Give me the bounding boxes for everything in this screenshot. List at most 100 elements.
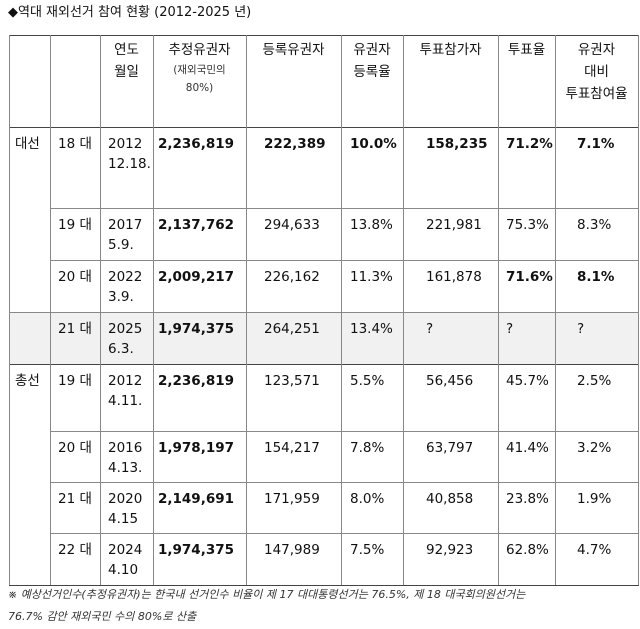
cell-day: 4.15: [108, 511, 139, 527]
cell-term: 21 대: [58, 491, 92, 507]
column-border: [498, 35, 499, 585]
cell-reg-rate: 13.4%: [350, 321, 393, 337]
cell-estimated: 1,978,197: [158, 440, 235, 456]
cell-ratio: 4.7%: [577, 542, 612, 558]
cell-registered: 171,959: [264, 491, 320, 507]
cell-term: 18 대: [58, 136, 92, 152]
column-border: [50, 35, 51, 585]
cell-day: 4.13.: [108, 460, 143, 476]
group-label-presidential: 대선: [15, 136, 40, 152]
cell-voters: 92,923: [426, 542, 474, 558]
column-border: [638, 35, 639, 585]
cell-ratio: 2.5%: [577, 373, 612, 389]
cell-voters: 63,797: [426, 440, 474, 456]
cell-year: 2017: [108, 217, 143, 233]
column-border: [555, 35, 556, 585]
cell-estimated: 2,236,819: [158, 373, 235, 389]
row-divider: [50, 533, 639, 534]
cell-day: 5.9.: [108, 237, 134, 253]
cell-turnout: ?: [506, 321, 514, 337]
cell-registered: 264,251: [264, 321, 320, 337]
cell-term: 20 대: [58, 269, 92, 285]
cell-turnout: 75.3%: [506, 217, 549, 233]
cell-year: 2025: [108, 321, 143, 337]
cell-reg-rate: 13.8%: [350, 217, 393, 233]
cell-year: 2016: [108, 440, 143, 456]
cell-ratio: 1.9%: [577, 491, 612, 507]
cell-estimated: 2,149,691: [158, 491, 235, 507]
column-border: [246, 35, 247, 585]
cell-estimated: 2,009,217: [158, 269, 235, 285]
cell-ratio: 7.1%: [577, 136, 615, 152]
overseas-voting-table: 연도 월일 추정유권자 (재외국민의 80%) 등록유권자 유권자 등록율 투표참가…: [9, 35, 639, 586]
header-turnout: 투표율: [507, 42, 546, 58]
cell-day: 4.10: [108, 562, 139, 578]
cell-voters: 40,858: [426, 491, 474, 507]
cell-year: 2022: [108, 269, 143, 285]
cell-term: 19 대: [58, 217, 92, 233]
cell-registered: 222,389: [264, 136, 326, 152]
cell-term: 21 대: [58, 321, 92, 337]
cell-ratio: ?: [577, 321, 585, 337]
header-date: 연도 월일: [114, 42, 139, 80]
group-divider: [9, 364, 639, 365]
row-divider: [50, 482, 639, 483]
header-estimated: 추정유권자 (재외국민의 80%): [168, 42, 231, 94]
cell-ratio: 3.2%: [577, 440, 612, 456]
cell-day: 4.11.: [108, 393, 143, 409]
cell-reg-rate: 8.0%: [350, 491, 385, 507]
row-divider: [50, 431, 639, 432]
cell-registered: 154,217: [264, 440, 320, 456]
cell-term: 22 대: [58, 542, 92, 558]
cell-ratio: 8.3%: [577, 217, 612, 233]
column-border: [100, 35, 101, 585]
cell-turnout: 71.6%: [506, 269, 553, 285]
cell-reg-rate: 7.5%: [350, 542, 385, 558]
table-bottom-border: [9, 585, 639, 586]
header-bottom-border: [9, 127, 639, 128]
row-divider: [50, 208, 639, 209]
cell-turnout: 71.2%: [506, 136, 553, 152]
cell-voters: 221,981: [426, 217, 482, 233]
cell-voters: 161,878: [426, 269, 482, 285]
column-border: [341, 35, 342, 585]
column-border: [153, 35, 154, 585]
cell-turnout: 41.4%: [506, 440, 549, 456]
cell-day: 6.3.: [108, 341, 134, 357]
cell-registered: 294,633: [264, 217, 320, 233]
cell-reg-rate: 5.5%: [350, 373, 385, 389]
group-label-legislative: 총선: [15, 373, 40, 389]
cell-turnout: 23.8%: [506, 491, 549, 507]
cell-registered: 226,162: [264, 269, 320, 285]
header-registered: 등록유권자: [262, 42, 325, 58]
cell-voters: 158,235: [426, 136, 488, 152]
cell-turnout: 45.7%: [506, 373, 549, 389]
page-title: ◆역대 재외선거 참여 현황 (2012-2025 년): [8, 5, 252, 20]
cell-estimated: 2,236,819: [158, 136, 235, 152]
cell-term: 20 대: [58, 440, 92, 456]
row-divider: [50, 260, 639, 261]
header-reg-rate: 유권자 등록율: [353, 42, 391, 80]
row-divider: [9, 312, 639, 313]
footnote-line-2: 76.7% 감안 재외국민 수의 80%로 산출: [8, 610, 197, 623]
cell-registered: 147,989: [264, 542, 320, 558]
cell-reg-rate: 10.0%: [350, 136, 397, 152]
cell-year: 2012: [108, 136, 143, 152]
cell-reg-rate: 11.3%: [350, 269, 393, 285]
cell-voters: ?: [426, 321, 434, 337]
cell-ratio: 8.1%: [577, 269, 615, 285]
cell-estimated: 2,137,762: [158, 217, 235, 233]
footnote-line-1: ※ 예상선거인수(추정유권자)는 한국내 선거인수 비율이 제 17 대대통령선…: [8, 588, 526, 601]
cell-term: 19 대: [58, 373, 92, 389]
cell-reg-rate: 7.8%: [350, 440, 385, 456]
header-ratio: 유권자 대비 투표참여율: [565, 42, 628, 102]
cell-turnout: 62.8%: [506, 542, 549, 558]
cell-year: 2012: [108, 373, 143, 389]
cell-day: 3.9.: [108, 289, 134, 305]
cell-registered: 123,571: [264, 373, 320, 389]
cell-year: 2020: [108, 491, 143, 507]
cell-estimated: 1,974,375: [158, 542, 235, 558]
cell-year: 2024: [108, 542, 143, 558]
column-border: [403, 35, 404, 585]
cell-estimated: 1,974,375: [158, 321, 235, 337]
